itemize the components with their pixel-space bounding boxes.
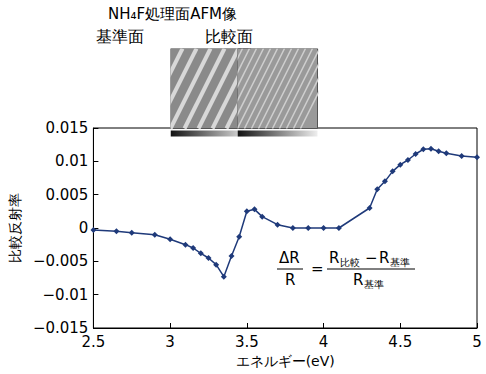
svg-text:比較反射率: 比較反射率 [7,193,23,263]
svg-text:2.5: 2.5 [81,333,105,351]
svg-text:−0.005: −0.005 [33,252,89,270]
svg-text:0.01: 0.01 [55,152,88,170]
svg-text:4.5: 4.5 [388,333,412,351]
svg-text:=: = [311,260,324,278]
svg-text:NH₄F処理面AFM像: NH₄F処理面AFM像 [108,5,237,23]
svg-text:ΔR: ΔR [279,249,300,267]
svg-text:比較面: 比較面 [205,27,253,46]
svg-text:3.5: 3.5 [235,333,259,351]
svg-text:R: R [329,249,339,267]
svg-text:基準面: 基準面 [96,27,144,46]
svg-text:−0.015: −0.015 [33,319,89,337]
svg-text:エネルギー(eV): エネルギー(eV) [236,353,335,369]
svg-text:R: R [379,249,389,267]
svg-text:比較: 比較 [340,257,360,268]
svg-text:0.015: 0.015 [45,119,88,137]
svg-text:−0.01: −0.01 [42,286,88,304]
svg-text:3: 3 [165,333,175,351]
svg-text:5: 5 [472,333,482,351]
svg-text:R: R [285,271,295,289]
svg-text:基準: 基準 [390,257,410,268]
svg-text:−: − [365,249,378,267]
svg-text:基準: 基準 [364,279,384,290]
svg-text:4: 4 [319,333,329,351]
svg-text:0.005: 0.005 [45,186,88,204]
svg-text:R: R [353,271,363,289]
svg-text:0: 0 [79,219,89,237]
